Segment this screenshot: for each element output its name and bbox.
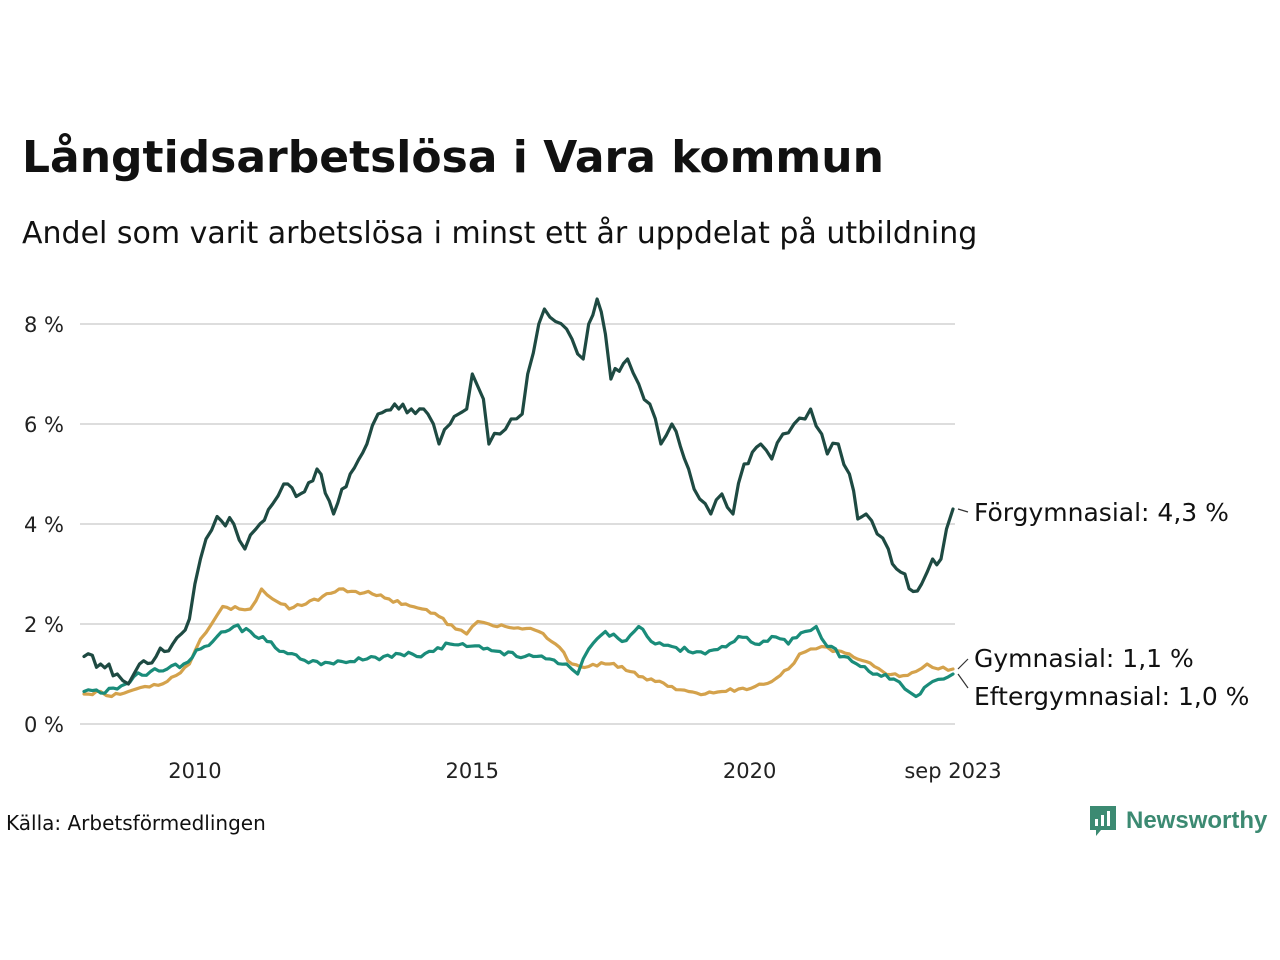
y-tick-label: 4 %	[24, 513, 64, 537]
chart-subtitle: Andel som varit arbetslösa i minst ett å…	[22, 216, 978, 251]
chart-title: Långtidsarbetslösa i Vara kommun	[22, 132, 884, 183]
grid-lines	[80, 323, 955, 725]
series-lines	[82, 297, 955, 699]
x-tick-label: sep 2023	[904, 759, 1001, 783]
source-note: Källa: Arbetsförmedlingen	[6, 811, 266, 835]
series-line-forgymnasial	[82, 297, 955, 686]
leader-line-eftergymnasial	[957, 673, 969, 689]
y-tick-label: 8 %	[24, 313, 64, 337]
brand-name: Newsworthy	[1126, 807, 1268, 834]
leader-line-forgymnasial	[957, 508, 969, 513]
series-end-labels: Förgymnasial: 4,3 % Gymnasial: 1,1 % Efter…	[957, 498, 1249, 711]
y-tick-label: 6 %	[24, 413, 64, 437]
series-line-gymnasial	[82, 587, 955, 699]
newsworthy-chart-icon	[1090, 806, 1116, 836]
x-tick-label: 2010	[168, 759, 221, 783]
series-label-eftergymnasial: Eftergymnasial: 1,0 %	[974, 682, 1249, 711]
x-tick-label: 2020	[723, 759, 776, 783]
series-line-eftergymnasial	[82, 623, 955, 699]
series-label-forgymnasial: Förgymnasial: 4,3 %	[974, 498, 1229, 527]
y-tick-label: 2 %	[24, 613, 64, 637]
x-axis-ticks: 2010 2015 2020 sep 2023	[168, 759, 1001, 783]
y-axis-ticks: 0 % 2 % 4 % 6 % 8 %	[24, 313, 64, 737]
leader-line-gymnasial	[957, 658, 969, 670]
y-tick-label: 0 %	[24, 713, 64, 737]
x-tick-label: 2015	[446, 759, 499, 783]
series-label-gymnasial: Gymnasial: 1,1 %	[974, 644, 1194, 673]
newsworthy-logo: Newsworthy	[1088, 804, 1267, 838]
